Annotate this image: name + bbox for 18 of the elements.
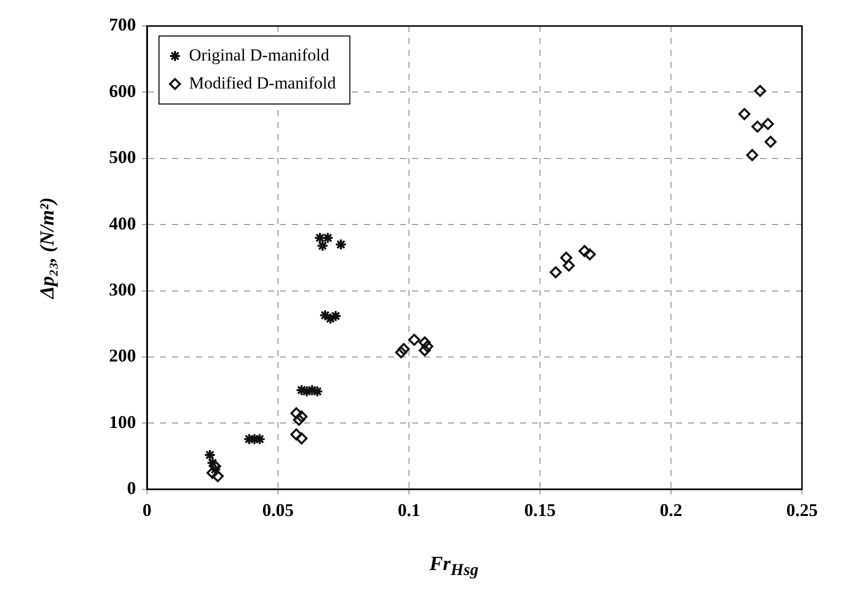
y-tick-label: 200 <box>109 346 136 366</box>
x-tick-label: 0.2 <box>660 500 682 520</box>
y-tick-label: 600 <box>109 80 136 101</box>
legend-label: Modified D-manifold <box>189 73 336 92</box>
y-tick-label: 100 <box>109 412 136 432</box>
y-tick-label: 500 <box>109 147 136 168</box>
x-axis-title: Fr$_{Hsg}$ <box>428 553 480 580</box>
y-tick-label: 300 <box>109 279 136 300</box>
x-tick-label: 0.1 <box>398 500 420 520</box>
x-tick-label: 0.05 <box>262 500 294 520</box>
y-tick-label: 0 <box>127 478 136 498</box>
x-tick-label: 0 <box>142 500 152 520</box>
x-tick-label: 0.15 <box>524 500 556 520</box>
legend-label: Original D-manifold <box>189 45 330 64</box>
y-tick-label: 400 <box>109 213 136 234</box>
y-axis-title: Δp₂₃, (N/m²) <box>36 197 60 299</box>
x-tick-label: 0.25 <box>786 500 818 520</box>
y-tick-label: 700 <box>109 14 136 35</box>
